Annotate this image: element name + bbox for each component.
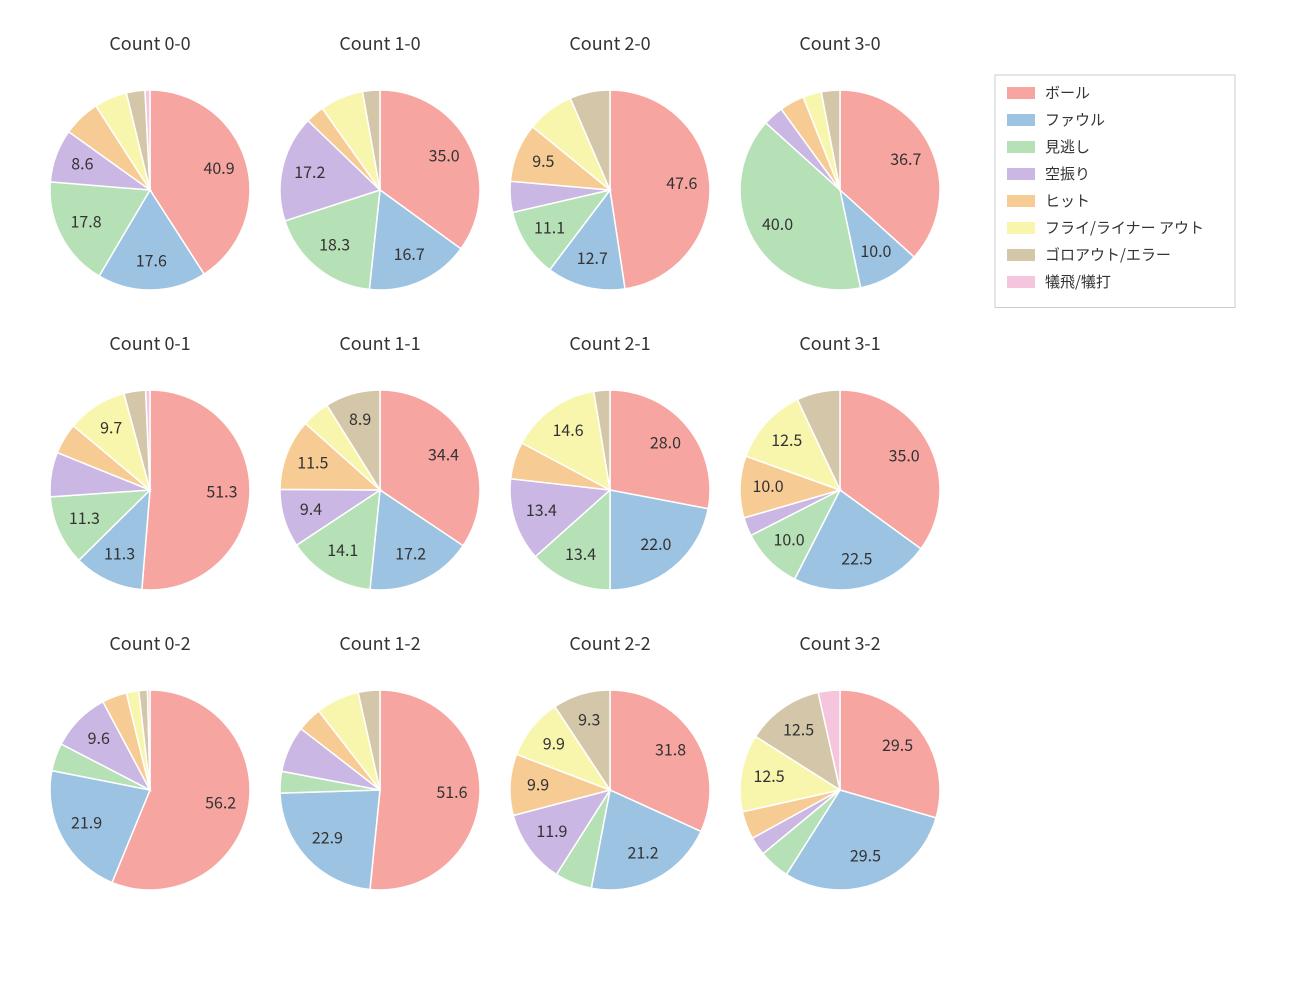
pie-title: Count 1-2 [339, 630, 420, 656]
legend-label-swing: 空振り [1045, 163, 1090, 184]
slice-label-foul: 17.6 [136, 247, 167, 271]
slice-label-flyliner: 9.9 [543, 730, 565, 754]
slice-label-flyliner: 12.5 [771, 427, 802, 451]
slice-label-look: 17.8 [71, 208, 102, 232]
slice-label-ball: 31.8 [655, 736, 686, 760]
slice-label-flyliner: 14.6 [552, 417, 583, 441]
slice-label-look: 13.4 [565, 541, 596, 565]
legend-frame [995, 75, 1235, 308]
slice-label-ball: 35.0 [429, 143, 460, 167]
slice-label-foul: 29.5 [850, 843, 881, 867]
slice-label-ball: 51.6 [436, 779, 467, 803]
legend-label-look: 見逃し [1045, 136, 1090, 157]
slice-label-foul: 11.3 [104, 541, 135, 565]
slice-label-ball: 51.3 [206, 478, 237, 502]
legend-label-groundout: ゴロアウト/エラー [1045, 244, 1171, 265]
pie-title: Count 0-0 [109, 30, 190, 56]
pie-title: Count 3-1 [799, 330, 880, 356]
legend: ボールファウル見逃し空振りヒットフライ/ライナー アウトゴロアウト/エラー犠飛/… [995, 75, 1235, 308]
slice-label-look: 11.3 [69, 505, 100, 529]
slice-label-flyliner: 12.5 [754, 763, 785, 787]
legend-swatch-look [1007, 141, 1035, 153]
slice-label-foul: 21.2 [628, 839, 659, 863]
slice-label-foul: 22.9 [312, 824, 343, 848]
slice-label-ball: 34.4 [428, 441, 459, 465]
legend-label-sac: 犠飛/犠打 [1045, 271, 1111, 292]
legend-swatch-hit [1007, 195, 1035, 207]
slice-label-groundout: 12.5 [783, 716, 814, 740]
svg-root: Count 0-0 40.9 17.6 17.8 8.6 Count 1-0 35.0 16.… [0, 0, 1300, 1000]
legend-swatch-flyliner [1007, 222, 1035, 234]
slice-label-ball: 28.0 [650, 429, 681, 453]
legend-swatch-ball [1007, 87, 1035, 99]
legend-swatch-sac [1007, 276, 1035, 288]
pie-title: Count 1-0 [339, 30, 420, 56]
slice-label-groundout: 8.9 [349, 406, 371, 430]
slice-label-ball: 29.5 [882, 732, 913, 756]
legend-swatch-swing [1007, 168, 1035, 180]
slice-label-foul: 17.2 [395, 540, 426, 564]
slice-label-foul: 22.0 [640, 531, 671, 555]
slice-label-look: 18.3 [319, 231, 350, 255]
slice-label-flyliner: 9.7 [100, 415, 122, 439]
legend-label-foul: ファウル [1045, 109, 1105, 130]
slice-label-ball: 56.2 [205, 789, 236, 813]
pie-title: Count 2-2 [569, 630, 650, 656]
pie-title: Count 1-1 [339, 330, 420, 356]
pie-title: Count 0-1 [109, 330, 190, 356]
slice-label-swing: 9.6 [88, 725, 110, 749]
pie-title: Count 3-0 [799, 30, 880, 56]
pie-title: Count 0-2 [109, 630, 190, 656]
slice-label-groundout: 9.3 [578, 706, 600, 730]
slice-label-foul: 10.0 [860, 238, 891, 262]
pie-title: Count 2-1 [569, 330, 650, 356]
slice-label-hit: 11.5 [297, 449, 328, 473]
slice-label-foul: 16.7 [394, 241, 425, 265]
slice-label-swing: 17.2 [294, 159, 325, 183]
legend-label-flyliner: フライ/ライナー アウト [1045, 217, 1204, 238]
legend-swatch-groundout [1007, 249, 1035, 261]
legend-label-ball: ボール [1045, 82, 1090, 103]
legend-swatch-foul [1007, 114, 1035, 126]
legend-label-hit: ヒット [1045, 190, 1090, 211]
slice-label-foul: 22.5 [841, 545, 872, 569]
slice-label-swing: 13.4 [526, 497, 557, 521]
slice-label-hit: 9.5 [532, 148, 554, 172]
pie-title: Count 3-2 [799, 630, 880, 656]
slice-label-foul: 12.7 [577, 245, 608, 269]
chart-grid: Count 0-0 40.9 17.6 17.8 8.6 Count 1-0 35.0 16.… [0, 0, 1300, 1000]
slice-label-hit: 10.0 [752, 473, 783, 497]
slice-label-swing: 8.6 [71, 151, 93, 175]
slice-label-look: 14.1 [327, 537, 358, 561]
slice-label-ball: 36.7 [890, 146, 921, 170]
slice-label-look: 10.0 [774, 526, 805, 550]
slice-label-swing: 9.4 [300, 496, 322, 520]
slice-label-ball: 35.0 [889, 443, 920, 467]
slice-label-swing: 11.9 [536, 818, 567, 842]
slice-label-foul: 21.9 [71, 809, 102, 833]
slice-label-look: 40.0 [762, 211, 793, 235]
slice-label-hit: 9.9 [527, 772, 549, 796]
pie-title: Count 2-0 [569, 30, 650, 56]
slice-label-look: 11.1 [534, 214, 565, 238]
slice-label-ball: 40.9 [204, 155, 235, 179]
slice-label-ball: 47.6 [666, 170, 697, 194]
